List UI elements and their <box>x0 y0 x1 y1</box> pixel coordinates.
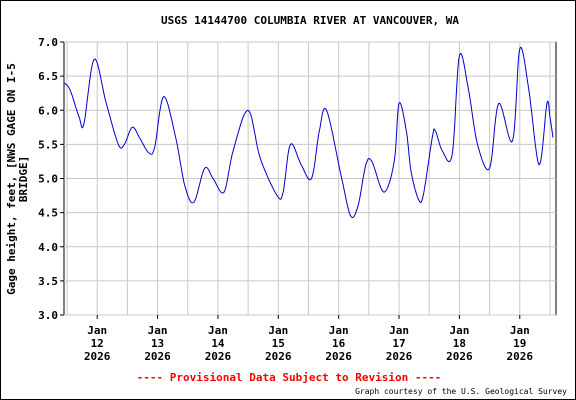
usgs-credit: Graph courtesy of the U.S. Geological Su… <box>355 387 567 396</box>
x-tick-label: 2026 <box>265 350 292 363</box>
y-tick-label: 3.5 <box>38 275 58 288</box>
x-tick-label: 13 <box>151 337 164 350</box>
y-tick-label: 6.0 <box>38 104 58 117</box>
x-tick-label: Jan <box>329 324 349 337</box>
y-axis-label: Gage height, feet, [NWS GAGE ON I-5 BRID… <box>5 63 30 295</box>
x-tick-label: 14 <box>211 337 225 350</box>
x-axis-ticks: Jan122026Jan132026Jan142026Jan152026Jan1… <box>84 315 533 363</box>
y-tick-label: 4.5 <box>38 207 58 220</box>
y-tick-label: 5.0 <box>38 173 58 186</box>
x-tick-label: 2026 <box>205 350 232 363</box>
x-tick-label: 18 <box>453 337 466 350</box>
x-tick-label: Jan <box>449 324 469 337</box>
x-tick-label: 2026 <box>446 350 473 363</box>
x-tick-label: 15 <box>272 337 285 350</box>
x-tick-label: 2026 <box>325 350 352 363</box>
x-tick-label: 19 <box>513 337 526 350</box>
x-tick-label: Jan <box>87 324 107 337</box>
provisional-notice: ---- Provisional Data Subject to Revisio… <box>137 371 442 384</box>
x-tick-label: 16 <box>332 337 346 350</box>
gage-height-series-line <box>63 46 554 219</box>
x-tick-label: 2026 <box>386 350 413 363</box>
x-tick-label: 2026 <box>507 350 534 363</box>
y-tick-label: 3.0 <box>38 309 58 322</box>
y-tick-label: 7.0 <box>38 36 58 49</box>
x-tick-label: Jan <box>208 324 228 337</box>
x-tick-label: 2026 <box>144 350 171 363</box>
x-tick-label: 2026 <box>84 350 111 363</box>
x-tick-label: Jan <box>510 324 530 337</box>
x-tick-label: 17 <box>392 337 405 350</box>
x-tick-label: 12 <box>91 337 104 350</box>
x-tick-label: Jan <box>389 324 409 337</box>
y-tick-label: 4.0 <box>38 241 58 254</box>
chart-title: USGS 14144700 COLUMBIA RIVER AT VANCOUVE… <box>161 14 459 27</box>
x-tick-label: Jan <box>148 324 168 337</box>
y-axis-label-line-2: BRIDGE] <box>17 156 30 202</box>
x-tick-label: Jan <box>268 324 288 337</box>
y-axis-label-line-1: Gage height, feet, [NWS GAGE ON I-5 <box>5 63 18 295</box>
grid-lines <box>64 41 556 316</box>
y-tick-label: 6.5 <box>38 70 58 83</box>
y-axis-ticks: 3.0 3.5 4.0 4.5 5.0 5.5 6.0 6.5 7.0 <box>38 36 64 322</box>
y-tick-label: 5.5 <box>38 138 58 151</box>
